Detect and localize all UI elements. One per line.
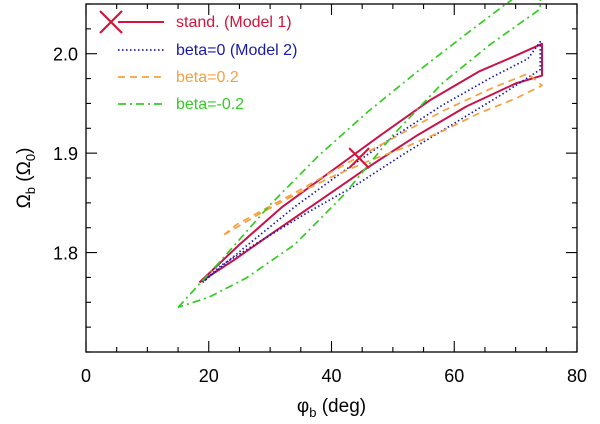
y-axis-label-symbol: Ω	[14, 194, 35, 208]
legend-label-beta-0-2: beta=-0.2	[176, 96, 244, 113]
ticks-layer: 0 20 40 60 80 1.8 1.9 2.0	[53, 3, 587, 386]
legend-label-stand-model-1: stand. (Model 1)	[176, 14, 292, 31]
y-tick-label: 2.0	[53, 45, 78, 65]
y-axis-label-open-paren: (	[14, 175, 35, 187]
series-stand-model-1-contour	[198, 42, 543, 284]
legend-label-beta-0-model-2: beta=0 (Model 2)	[176, 42, 297, 59]
x-tick-label: 60	[444, 366, 464, 386]
marker-layer	[348, 147, 370, 169]
x-tick-label: 40	[321, 366, 341, 386]
y-axis-label: Ωb (Ω0)	[14, 148, 38, 209]
y-tick-label: 1.9	[53, 144, 78, 164]
x-axis-label: φb (deg)	[297, 396, 366, 420]
series-beta-0-2-contour	[177, 0, 542, 309]
y-axis-label-paren-subscript: 0	[23, 154, 38, 161]
series-beta-0-2-contour	[223, 72, 543, 236]
legend-best-fit-marker-stroke-2	[99, 10, 123, 34]
x-axis-label-unit: (deg)	[316, 396, 366, 417]
x-tick-label: 80	[567, 366, 587, 386]
y-axis-label-paren-symbol: Ω	[14, 161, 35, 175]
x-axis-label-subscript: b	[309, 405, 316, 420]
x-tick-label: 20	[199, 366, 219, 386]
best-fit-marker-stroke-2	[348, 147, 370, 169]
y-tick-label: 1.8	[53, 244, 78, 264]
legend: stand. (Model 1) beta=0 (Model 2) beta=0.2…	[99, 10, 297, 113]
y-axis-label-subscript: b	[23, 187, 38, 194]
series-layer	[177, 0, 543, 309]
y-axis-label-close-paren: )	[14, 148, 35, 154]
x-axis-label-symbol: φ	[297, 396, 309, 417]
legend-label-beta-0-2: beta=0.2	[176, 69, 239, 86]
x-tick-label: 0	[81, 366, 91, 386]
